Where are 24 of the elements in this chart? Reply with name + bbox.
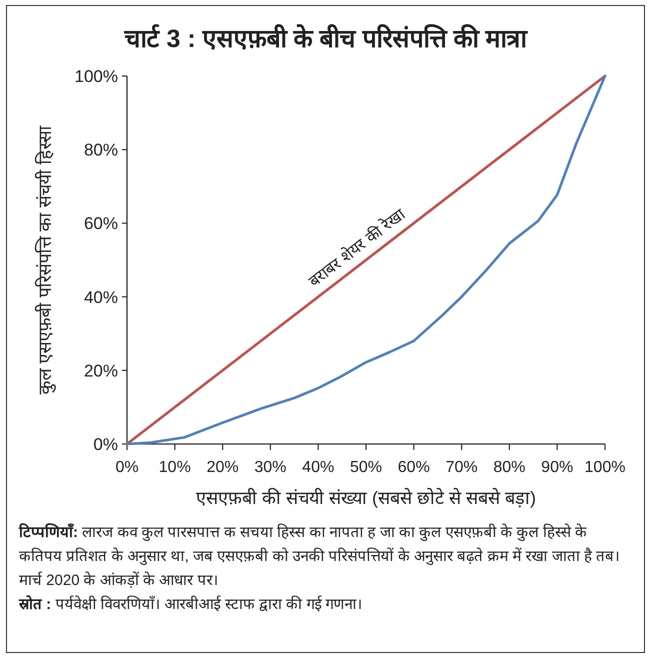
y-tick-label: 20% (84, 361, 118, 380)
x-tick-label: 40% (302, 459, 334, 476)
x-tick-label: 60% (398, 459, 430, 476)
x-tick-label: 50% (350, 459, 382, 476)
x-tick-label: 30% (254, 459, 286, 476)
x-tick-label: 70% (446, 459, 478, 476)
y-tick-label: 100% (74, 67, 118, 86)
y-tick-label: 40% (84, 288, 118, 307)
x-tick-label: 80% (493, 459, 526, 476)
y-tick-label: 0% (93, 435, 118, 454)
text: मार्च 2020 के आंकड़ों के आधार पर। (19, 570, 220, 591)
y-axis-title: कुल एसएफ़बी परिसंपत्ति का संचयी हिस्सा (34, 125, 56, 395)
x-tick-label: 90% (541, 459, 574, 476)
x-tick-label: 20% (206, 459, 239, 476)
text: स्रोत : पर्यवेक्षी विवरणियाँ। आरबीआई स्टाफ द्वारा की गई गणना। (19, 594, 364, 615)
x-tick-label: 100% (584, 459, 626, 476)
x-tick-label: 0% (115, 459, 139, 476)
y-tick-label: 60% (84, 214, 118, 234)
chart-title: चार्ट 3 : एसएफ़बी के बीच परिसंपत्ति की मात्रा (123, 23, 529, 54)
text: बराबर शेयर की रेखा (304, 204, 410, 291)
y-tick-label: 80% (84, 140, 118, 160)
x-axis-title: एसएफ़बी की संचयी संख्या (सबसे छोटे से सबसे बड़ा) (196, 487, 536, 508)
x-tick-label: 10% (158, 459, 191, 476)
text: टिप्पणियाँ: लारज कव कुल पारसपात्त क सचया हिस्स का नापता ह जा का कुल एसएफ़बी के कुल हिस्से के कतिपय प्रतिशत के अनुसार था, जब एसएफ़बी को उनकी परिसंपत्तियों के अनुसार बढ़ते क्रम में रखा जाता है तब। (19, 522, 622, 567)
